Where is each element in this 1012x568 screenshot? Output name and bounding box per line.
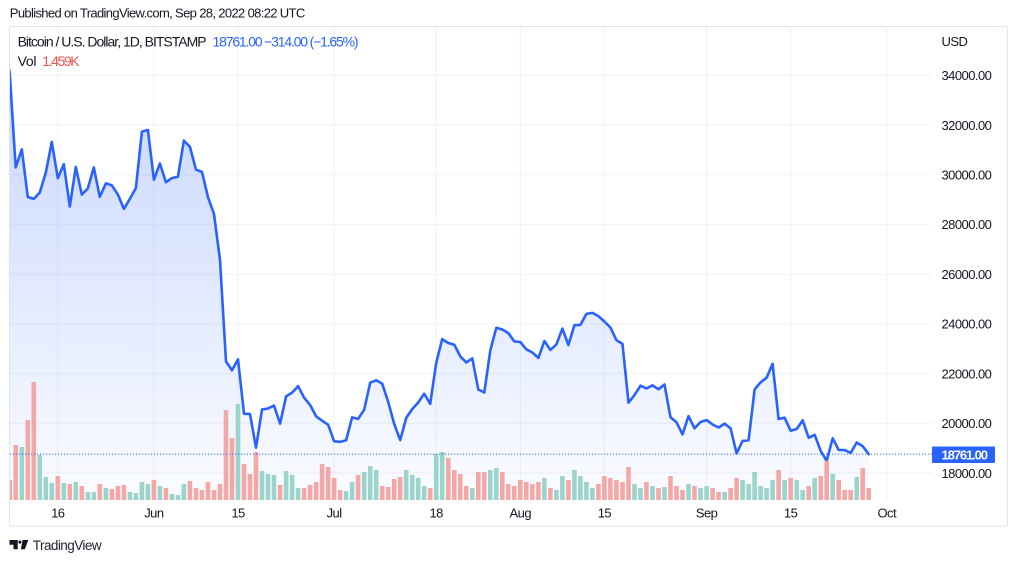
- svg-text:Vol: Vol: [18, 53, 37, 69]
- svg-text:Oct: Oct: [878, 505, 898, 520]
- svg-text:15: 15: [598, 505, 612, 520]
- svg-text:16: 16: [51, 505, 65, 520]
- svg-text:28000.00: 28000.00: [942, 217, 992, 232]
- svg-text:20000.00: 20000.00: [942, 416, 992, 431]
- svg-text:USD: USD: [942, 34, 968, 49]
- svg-text:Jul: Jul: [327, 505, 343, 520]
- svg-text:15: 15: [784, 505, 798, 520]
- svg-text:18761.00 −314.00 (−1.65%): 18761.00 −314.00 (−1.65%): [213, 33, 358, 49]
- svg-text:18761.00: 18761.00: [942, 448, 988, 463]
- svg-text:Published on TradingView.com,: Published on TradingView.com, Sep 28, 20…: [10, 6, 305, 21]
- svg-text:24000.00: 24000.00: [942, 317, 992, 332]
- svg-text:1.459K: 1.459K: [42, 53, 80, 69]
- svg-text:18: 18: [430, 505, 444, 520]
- svg-text:26000.00: 26000.00: [942, 267, 992, 282]
- svg-text:15: 15: [231, 505, 245, 520]
- svg-text:32000.00: 32000.00: [942, 118, 992, 133]
- svg-text:22000.00: 22000.00: [942, 366, 992, 381]
- svg-text:Jun: Jun: [144, 505, 164, 520]
- svg-text:Sep: Sep: [696, 505, 718, 520]
- svg-text:30000.00: 30000.00: [942, 168, 992, 183]
- svg-text:Bitcoin / U.S. Dollar, 1D, BIT: Bitcoin / U.S. Dollar, 1D, BITSTAMP: [18, 33, 207, 49]
- svg-text:Aug: Aug: [510, 505, 532, 520]
- svg-text:TradingView: TradingView: [33, 538, 102, 553]
- svg-text:34000.00: 34000.00: [942, 68, 992, 83]
- svg-text:18000.00: 18000.00: [942, 466, 992, 481]
